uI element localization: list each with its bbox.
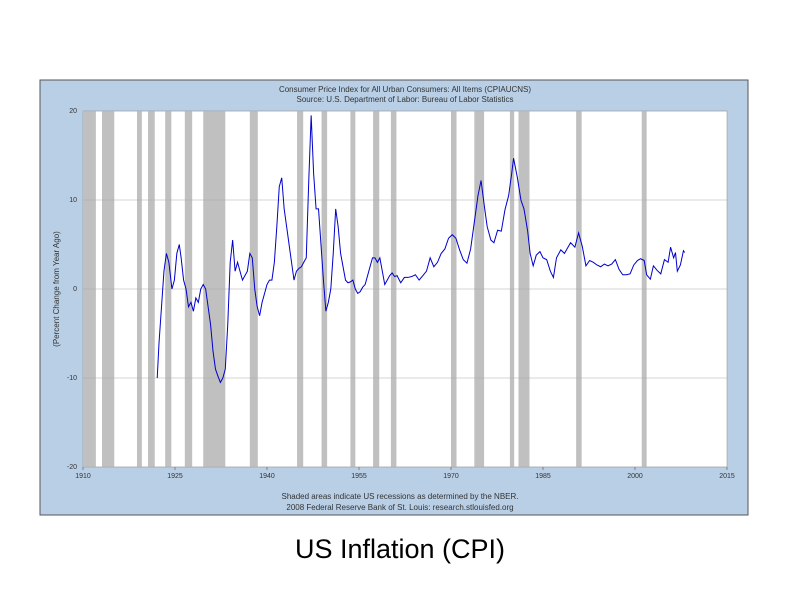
x-tick-label: 1940 xyxy=(259,473,275,480)
note: Shaded areas indicate US recessions as d… xyxy=(281,492,518,501)
y-tick-label: -10 xyxy=(67,375,77,382)
cpi-line xyxy=(156,115,686,384)
y-tick-label: 10 xyxy=(69,197,77,204)
plot: -20 -10 0 10 20 1910 1925 1940 1955 1970 1985 2000 2… xyxy=(67,108,735,480)
note: 2008 Federal Reserve Bank of St. Louis: … xyxy=(286,503,513,512)
x-tick-label: 2000 xyxy=(627,473,643,480)
x-tick-label: 1970 xyxy=(443,473,459,480)
x-tick-label: 1910 xyxy=(75,473,91,480)
x-tick-label: 1925 xyxy=(167,473,183,480)
y-axis-label: (Percent Change from Year Ago) xyxy=(52,231,61,347)
caption: US Inflation (CPI) xyxy=(295,534,505,564)
x-tick-label: 1985 xyxy=(535,473,551,480)
x-tick-label: 2015 xyxy=(719,473,735,480)
chart-title: Consumer Price Index for All Urban Consu… xyxy=(279,85,531,94)
y-tick-label: 0 xyxy=(73,286,77,293)
x-tick-label: 1955 xyxy=(351,473,367,480)
y-tick-label: -20 xyxy=(67,464,77,471)
chart-subtitle: Source: U.S. Department of Labor: Bureau… xyxy=(297,95,514,104)
y-tick-label: 20 xyxy=(69,108,77,115)
